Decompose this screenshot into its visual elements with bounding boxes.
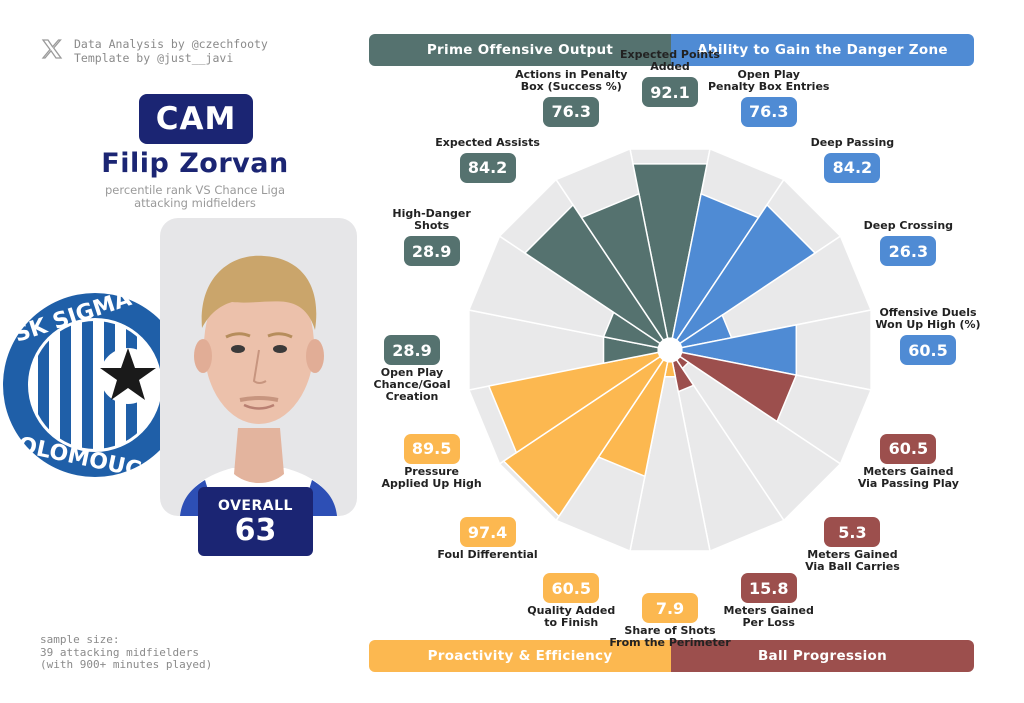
player-subtitle: percentile rank VS Chance Liga attacking… [60,184,330,210]
metric-value-pill: 60.5 [543,573,600,604]
player-name: Filip Zorvan [101,148,289,179]
overall-badge: OVERALL 63 [198,487,313,556]
radar-value-bar [502,355,665,518]
metric-label-line: Chance/Goal [373,378,451,391]
metric-label-line: Added [650,60,690,73]
metric-value-pill: 26.3 [880,236,937,267]
credit-analysis: Data Analysis by @czechfooty [74,37,268,51]
metric-label-line: Offensive Duels [879,306,977,319]
metric-label-line: Meters Gained [863,464,954,478]
metric-value-pill: 89.5 [403,433,460,464]
metric-label-line: Shots [414,219,450,233]
metric-label: Deep Crossing [838,220,978,232]
metric-label: Foul Differential [418,549,558,561]
metric-label-line: Open Play [737,67,800,81]
x-logo-icon [41,39,63,59]
radar-value-bar [675,203,817,345]
radar-value-bar [679,351,798,423]
metric-label-line: Meters Gained [723,604,814,618]
metric-value-pill: 60.5 [880,433,937,464]
metric-label-line: Deep Passing [810,135,895,149]
metric-value-pill: 7.9 [642,593,698,623]
metric-label-line: Actions in Penalty [515,67,628,81]
sample-line-2: 39 attacking midfielders [40,645,199,659]
metric-label: Expected Assists [418,135,558,149]
metric-value-pill: 76.3 [740,96,797,127]
metric-label-line: Deep Crossing [863,219,954,233]
metric-label: High-Danger Shots [362,208,502,232]
metric-label: Deep Passing [782,135,922,149]
category-proactivity-efficiency: Proactivity & Efficiency [369,640,671,672]
metric-label-line: Share of Shots [624,624,716,637]
metric-value-pill: 28.9 [403,236,460,267]
metric-label: Expected Points Added [600,49,740,73]
metric-label-line: Box (Success %) [520,79,622,93]
metric-label-line: Penalty Box Entries [707,79,830,93]
metric-label: Share of Shots From the Perimeter [600,625,740,649]
metric-label: Offensive Duels Won Up High (%) [858,307,998,331]
metric-label-line: Won Up High (%) [875,318,981,331]
sample-line-1: sample size: [40,633,120,646]
metric-label: Meters Gained Via Passing Play [838,464,978,490]
credits: Data Analysis by @czechfooty Template by… [74,37,268,65]
metric-value-pill: 60.5 [900,335,956,365]
metric-label-line: From the Perimeter [609,636,731,649]
metric-label-line: Foul Differential [437,548,538,562]
radar-value-bar [487,351,661,454]
metric-label: Meters Gained Per Loss [699,605,839,629]
metric-label-line: Pressure [404,464,459,478]
metric-label-line: Via Ball Carries [805,560,900,574]
metric-label-line: Applied Up High [381,476,482,490]
metric-value-pill: 92.1 [642,77,698,107]
metric-label-line: Expected Points [620,48,720,61]
metric-label: Quality Added to Finish [501,605,641,629]
metric-label-line: Open Play [380,366,444,379]
category-danger-zone: Ability to Gain the Danger Zone [671,34,974,66]
player-photo-card [160,218,357,516]
radar-value-bar [580,192,669,341]
player-portrait [180,255,337,516]
metric-value-pill: 84.2 [824,152,881,183]
position-badge: CAM [139,94,253,144]
subtitle-line-1: percentile rank VS Chance Liga [104,183,286,197]
category-ball-progression: Ball Progression [671,640,974,672]
radar-value-bar [523,203,665,345]
metric-value-pill: 5.3 [824,517,881,548]
metric-value-pill: 28.9 [384,335,440,365]
metric-label-line: High-Danger [392,207,471,221]
metric-label-line: Meters Gained [807,548,898,562]
metric-value-pill: 76.3 [543,96,600,127]
metric-value-pill: 84.2 [459,152,516,183]
metric-label-line: to Finish [544,616,599,630]
metric-label-line: Quality Added [527,604,616,618]
metric-label-line: Via Passing Play [857,476,959,490]
logo-star-icon [100,348,156,400]
metric-value-pill: 15.8 [740,573,797,604]
metric-label-line: Expected Assists [435,135,540,149]
metric-label: Open Play Chance/Goal Creation [342,367,482,403]
radar-value-bar [671,359,695,393]
overall-label: OVERALL [218,497,293,514]
metric-label-line: Per Loss [742,616,795,630]
club-logo: SK SIGMA OLOMOUC [3,290,170,480]
metric-label: Pressure Applied Up High [362,464,502,490]
category-prime-offensive-output: Prime Offensive Output [369,34,671,66]
metric-label: Meters Gained Via Ball Carries [782,549,922,573]
metric-label-line: Creation [385,390,439,403]
sample-size-note: sample size: 39 attacking midfielders (w… [40,633,213,672]
credit-template: Template by @just__javi [74,51,234,65]
overall-value: 63 [234,512,277,548]
metric-label: Actions in Penalty Box (Success %) [501,67,641,93]
metric-value-pill: 97.4 [459,517,516,548]
metric-label: Open Play Penalty Box Entries [699,67,839,93]
sample-line-3: (with 900+ minutes played) [40,658,213,671]
subtitle-line-2: attacking midfielders [134,196,256,210]
